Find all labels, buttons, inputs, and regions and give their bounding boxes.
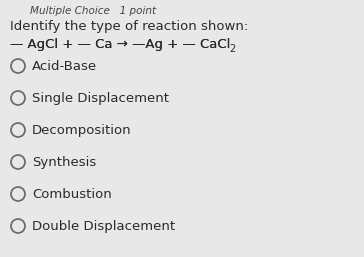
Text: Decomposition: Decomposition bbox=[32, 124, 132, 137]
Circle shape bbox=[11, 219, 25, 233]
Circle shape bbox=[11, 59, 25, 73]
Text: Double Displacement: Double Displacement bbox=[32, 220, 175, 233]
Text: Identify the type of reaction shown:: Identify the type of reaction shown: bbox=[10, 20, 248, 33]
Text: Acid-Base: Acid-Base bbox=[32, 60, 97, 73]
Text: 2: 2 bbox=[229, 44, 235, 54]
Circle shape bbox=[11, 187, 25, 201]
Text: Combustion: Combustion bbox=[32, 188, 112, 201]
Text: — AgCl + — Ca → —Ag + — CaCl: — AgCl + — Ca → —Ag + — CaCl bbox=[10, 38, 230, 51]
Text: Synthesis: Synthesis bbox=[32, 156, 96, 169]
Circle shape bbox=[11, 155, 25, 169]
Circle shape bbox=[11, 91, 25, 105]
Text: Multiple Choice   1 point: Multiple Choice 1 point bbox=[30, 6, 156, 16]
Text: Single Displacement: Single Displacement bbox=[32, 92, 169, 105]
Circle shape bbox=[11, 123, 25, 137]
Text: — AgCl + — Ca → —Ag + — CaCl: — AgCl + — Ca → —Ag + — CaCl bbox=[10, 38, 230, 51]
